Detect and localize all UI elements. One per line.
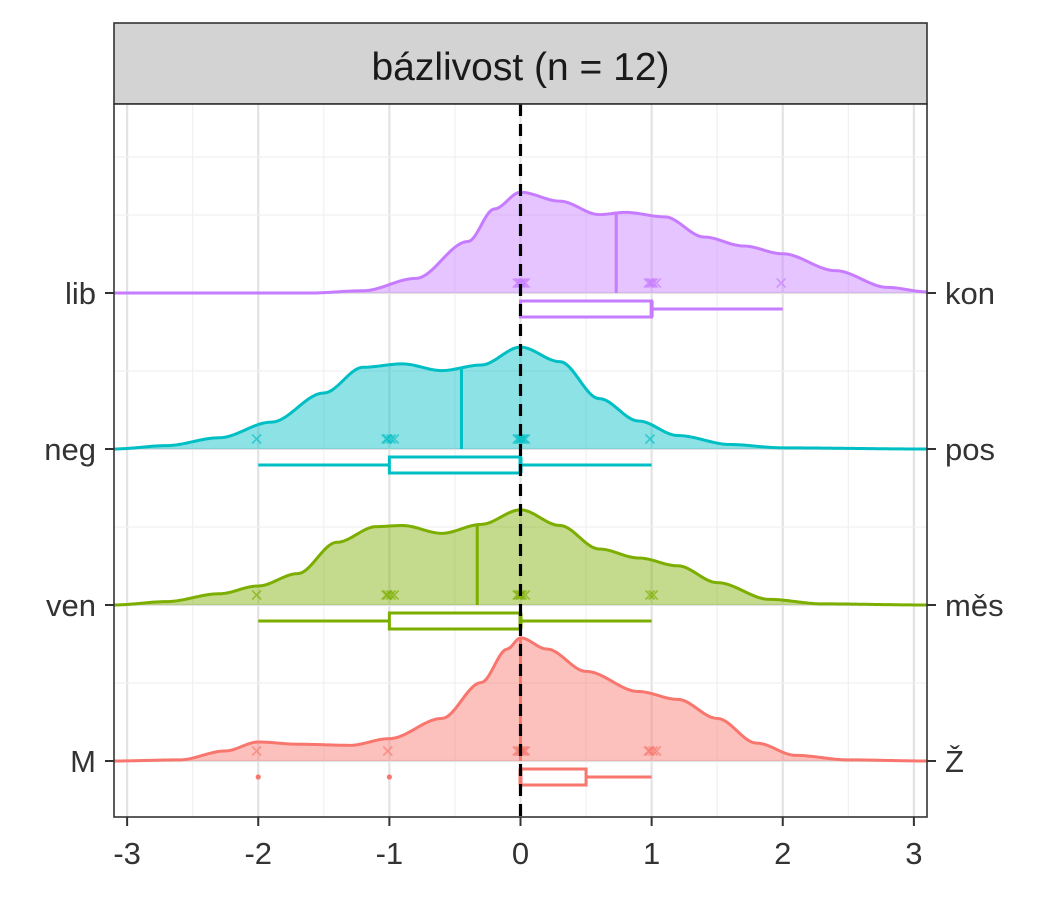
outlier [386,774,392,780]
data-point [381,433,392,445]
y-label-right: kon [945,276,995,311]
y-label-left: neg [44,432,96,467]
y-label-right: měs [945,588,1004,623]
y-label-right: pos [945,432,995,467]
data-point [381,589,392,601]
facet-title: bázlivost (n = 12) [371,46,669,89]
data-point [520,745,531,757]
density-area [114,347,927,449]
data-point [385,589,397,601]
data-point [389,433,400,445]
x-tick-label: -3 [113,836,141,871]
box [519,767,588,787]
data-point [646,277,657,289]
data-point [648,745,659,757]
data-point [651,745,662,757]
data-point [251,589,262,601]
y-label-right: Ž [945,744,964,779]
box [519,299,654,319]
facet-strip [113,22,928,105]
x-tick-label: -2 [244,836,272,871]
data-point [251,745,262,757]
outlier [255,774,261,780]
data-point [520,433,531,445]
data-point [520,589,531,601]
x-tick-label: 3 [905,836,922,871]
data-point [643,277,654,289]
data-point [643,745,654,757]
data-point [251,433,262,445]
data-point [648,589,659,601]
y-label-left: M [70,744,96,779]
ridge-M [113,636,927,787]
x-tick-label: 1 [643,836,660,871]
data-point [644,589,656,601]
data-point [382,745,393,757]
x-axis: -3 -2 -1 0 1 2 3 [113,817,923,871]
data-point [385,433,397,445]
box [387,455,522,475]
data-point [644,433,656,445]
data-point [648,277,659,289]
box [387,611,522,631]
data-point [515,277,526,289]
density-area [114,509,927,605]
data-point [389,589,400,601]
data-point [776,277,787,289]
data-point [515,433,526,445]
y-label-left: lib [65,276,96,311]
data-point [651,277,662,289]
x-tick-label: -1 [376,836,404,871]
y-label-left: ven [46,588,96,623]
x-tick-label: 2 [774,836,791,871]
data-point [520,277,531,289]
x-tick-label: 0 [512,836,529,871]
density-area [114,192,927,293]
